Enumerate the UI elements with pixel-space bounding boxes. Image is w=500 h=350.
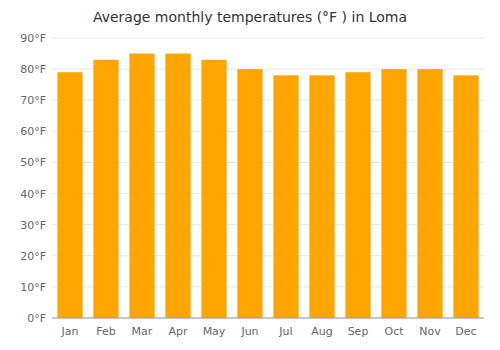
y-tick-label: 40°F xyxy=(20,188,46,201)
bars xyxy=(57,54,478,318)
bar xyxy=(201,60,226,318)
bar xyxy=(417,69,442,318)
bar xyxy=(93,60,118,318)
x-tick-label: Jun xyxy=(240,325,258,338)
bar xyxy=(273,75,298,318)
y-tick-label: 30°F xyxy=(20,219,46,232)
y-tick-label: 0°F xyxy=(27,312,46,325)
x-tick-label: Oct xyxy=(384,325,404,338)
y-axis: 0°F 10°F 20°F 30°F 40°F 50°F 60°F 70°F 80°F 90°F xyxy=(20,32,46,325)
grid xyxy=(52,38,484,318)
y-tick-label: 20°F xyxy=(20,250,46,263)
x-tick-label: Mar xyxy=(132,325,153,338)
x-tick-label: Dec xyxy=(455,325,476,338)
bar xyxy=(237,69,262,318)
x-axis: Jan Feb Mar Apr May Jun Jul Aug Sep Oct Nov Dec xyxy=(52,318,484,338)
x-tick-label: Apr xyxy=(168,325,188,338)
chart: Average monthly temperatures (°F ) in Lo… xyxy=(0,0,500,350)
bar xyxy=(345,72,370,318)
y-tick-label: 70°F xyxy=(20,94,46,107)
bar xyxy=(57,72,82,318)
x-tick-label: Nov xyxy=(419,325,441,338)
bar xyxy=(165,54,190,318)
y-tick-label: 90°F xyxy=(20,32,46,45)
x-tick-label: Sep xyxy=(348,325,369,338)
x-tick-label: Aug xyxy=(311,325,332,338)
y-tick-label: 80°F xyxy=(20,63,46,76)
bar xyxy=(381,69,406,318)
y-tick-label: 10°F xyxy=(20,281,46,294)
bar xyxy=(453,75,478,318)
bar xyxy=(129,54,154,318)
title: Average monthly temperatures (°F ) in Lo… xyxy=(93,9,407,25)
x-axis-line xyxy=(52,318,484,319)
x-tick-label: Jul xyxy=(278,325,292,338)
y-tick-label: 60°F xyxy=(20,125,46,138)
x-tick-label: Jan xyxy=(61,325,79,338)
x-tick-label: Feb xyxy=(96,325,115,338)
y-tick-label: 50°F xyxy=(20,156,46,169)
grid-line xyxy=(52,318,484,319)
grid-line xyxy=(52,38,484,39)
bar xyxy=(309,75,334,318)
chart-container: Average monthly temperatures (°F ) in Lo… xyxy=(0,0,500,350)
x-tick-label: May xyxy=(203,325,226,338)
